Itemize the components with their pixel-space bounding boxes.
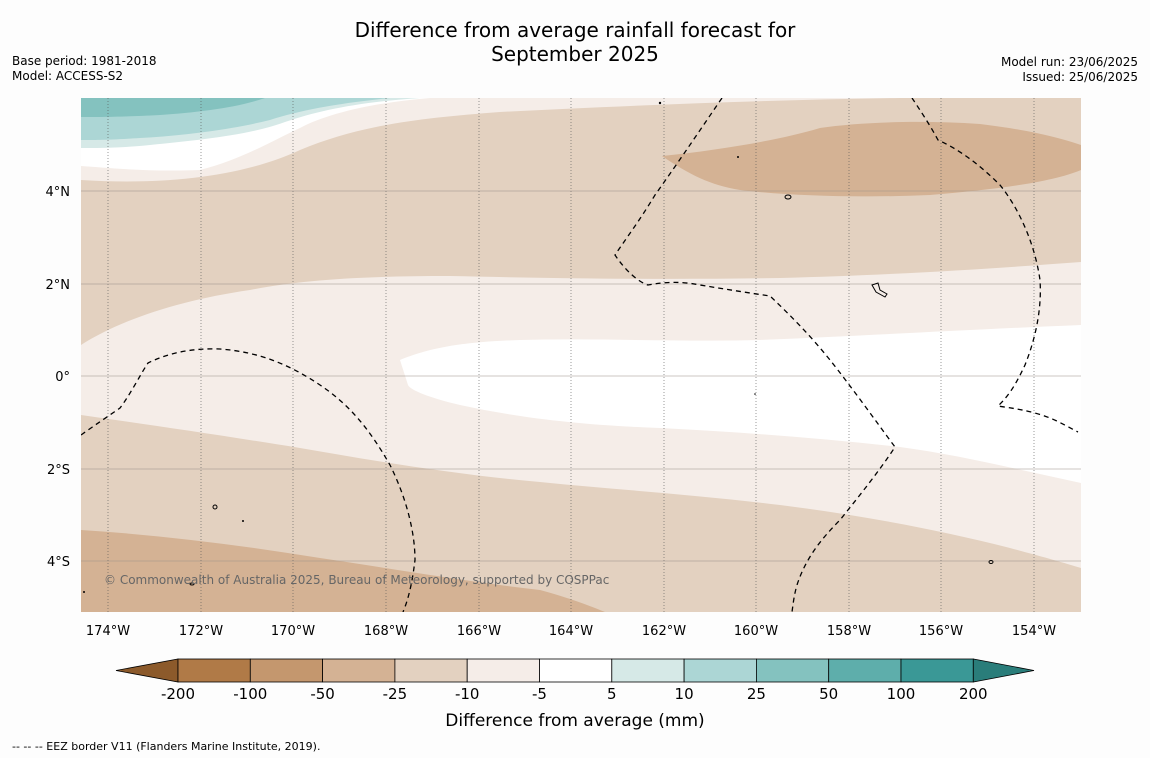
latitude-labels: 4°N 2°N 0° 2°S 4°S (46, 185, 71, 570)
lon-label: 164°W (549, 624, 593, 639)
lat-label: 2°S (47, 463, 70, 478)
chart-title: Difference from average rainfall forecas… (0, 18, 1150, 66)
colorbar-tick-label: 50 (819, 685, 838, 703)
base-period-text: Base period: 1981-2018 (12, 54, 157, 68)
model-run-text: Model run: 23/06/2025 (1000, 55, 1138, 69)
colorbar-tick-label: 200 (959, 685, 988, 703)
band-equator-white (400, 325, 1081, 483)
copyright-text: © Commonwealth of Australia 2025, Bureau… (104, 573, 609, 587)
colorbar-segment (611, 658, 685, 683)
colorbar-tick-label: 100 (887, 685, 916, 703)
lat-label: 4°N (46, 185, 71, 200)
model-text: Model: ACCESS-S2 (12, 69, 124, 83)
lon-label: 170°W (271, 624, 315, 639)
colorbar-segment (177, 658, 251, 683)
lon-label: 156°W (919, 624, 963, 639)
colorbar-segment (828, 658, 902, 683)
eez-borders (81, 98, 1079, 612)
lon-label: 162°W (642, 624, 686, 639)
colorbar-title: Difference from average (mm) (445, 711, 704, 731)
colorbar-segment (539, 658, 613, 683)
colorbar-tick-label: -50 (310, 685, 335, 703)
colorbar-tick-label: -5 (532, 685, 547, 703)
lon-label: 160°W (734, 624, 778, 639)
colorbar-segment (394, 658, 468, 683)
colorbar-tick-label: -200 (161, 685, 195, 703)
parallel-lines (81, 190, 1081, 562)
colorbar-segment (683, 658, 757, 683)
islands (189, 194, 994, 586)
colorbar-tick-label: -10 (455, 685, 480, 703)
lat-label: 0° (55, 370, 70, 385)
colorbar-tick-label: 25 (747, 685, 766, 703)
colorbar-tick-label: 5 (607, 685, 617, 703)
colorbar-extend-high (972, 658, 1035, 683)
colorbar-segment (322, 658, 396, 683)
issued-text: Issued: 25/06/2025 (1022, 70, 1138, 84)
colorbar-tick-label: -25 (383, 685, 408, 703)
lat-label: 2°N (46, 278, 71, 293)
lon-label: 158°W (827, 624, 871, 639)
lon-label: 172°W (179, 624, 223, 639)
band-north-teal-dark (81, 98, 265, 117)
colorbar: -200 -100 -50 -25 -10 -5 5 10 25 50 100 200 (115, 658, 1035, 703)
meta-left: Base period: 1981-2018 Model: ACCESS-S2 (12, 54, 157, 84)
colorbar-segment (249, 658, 324, 683)
colorbar-segment (900, 658, 974, 683)
colorbar-segment (466, 658, 540, 683)
islets (83, 101, 756, 593)
lon-label: 168°W (364, 624, 408, 639)
eez-footnote: -- -- -- EEZ border V11 (Flanders Marine… (12, 740, 321, 753)
colorbar-tick-label: -100 (233, 685, 267, 703)
longitude-labels: 174°W 172°W 170°W 168°W 166°W 164°W 162°… (86, 624, 1056, 639)
lat-label: 4°S (47, 555, 70, 570)
lon-label: 154°W (1012, 624, 1056, 639)
lon-label: 174°W (86, 624, 130, 639)
colorbar-segment (756, 658, 830, 683)
meta-right: Model run: 23/06/2025 Issued: 25/06/2025 (1001, 55, 1138, 85)
colorbar-extend-low (115, 658, 179, 683)
rainfall-field (81, 98, 1081, 612)
blob-southwest (81, 530, 605, 612)
blob-northeast (662, 121, 1081, 197)
colorbar-tick-label: 10 (675, 685, 694, 703)
lon-label: 166°W (457, 624, 501, 639)
title-line-1: Difference from average rainfall forecas… (354, 18, 796, 42)
title-line-2: September 2025 (491, 42, 659, 66)
